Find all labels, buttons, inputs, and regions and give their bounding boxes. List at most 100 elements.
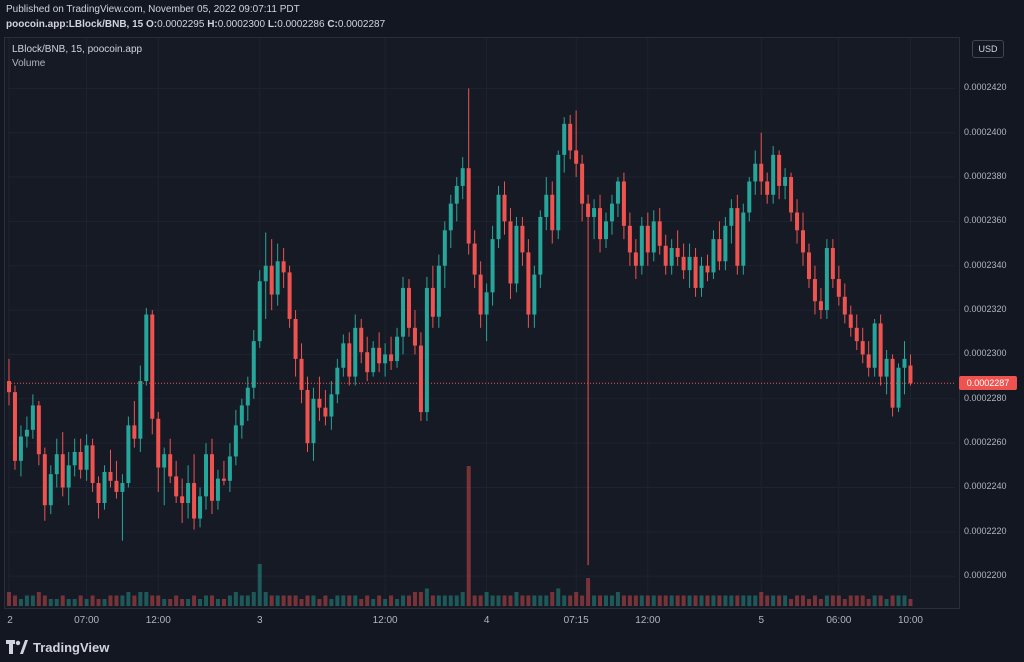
- volume-bar: [215, 599, 220, 606]
- candle-body: [395, 336, 400, 362]
- volume-bar: [544, 595, 549, 606]
- volume-bar: [48, 599, 53, 606]
- candle-body: [586, 203, 591, 217]
- candle-body: [7, 381, 11, 393]
- volume-bar: [771, 595, 776, 606]
- candle-body: [872, 323, 877, 368]
- candle-body: [233, 425, 238, 457]
- volume-bar: [872, 595, 877, 606]
- volume-bar: [723, 595, 728, 606]
- volume-bar: [448, 595, 453, 606]
- tradingview-logo[interactable]: TradingView: [6, 638, 109, 656]
- price-tick-label: 0.0002280: [964, 392, 1007, 403]
- candle-body: [174, 476, 179, 497]
- volume-bar: [12, 595, 17, 606]
- volume-bar: [908, 599, 913, 606]
- candle-body: [209, 454, 214, 501]
- ohlc-open-label: O:: [146, 19, 158, 30]
- volume-bar: [615, 592, 620, 606]
- volume-bar: [269, 595, 274, 606]
- volume-bar: [221, 599, 226, 606]
- legend-symbol[interactable]: LBlock/BNB, 15, poocoin.app: [12, 44, 143, 55]
- volume-bar: [436, 595, 441, 606]
- candle-body: [138, 381, 143, 439]
- volume-bar: [186, 599, 191, 606]
- volume-bar: [209, 595, 214, 606]
- candle-body: [192, 483, 197, 519]
- candle-body: [442, 230, 447, 266]
- candle-body: [502, 194, 507, 222]
- volume-bar: [239, 595, 244, 606]
- volume-bar: [806, 599, 811, 606]
- candle-body: [424, 287, 429, 413]
- candle-body: [281, 261, 286, 273]
- price-tick-label: 0.0002400: [964, 126, 1007, 137]
- currency-button[interactable]: USD: [972, 40, 1004, 58]
- volume-bar: [287, 595, 292, 606]
- volume-bar: [759, 592, 764, 606]
- candle-body: [198, 496, 203, 519]
- volume-bar: [711, 595, 716, 606]
- candle-body: [812, 279, 817, 302]
- candle-body: [30, 405, 35, 430]
- candle-body: [615, 181, 620, 204]
- volume-bar: [84, 599, 89, 606]
- candle-body: [717, 239, 722, 262]
- volume-bar: [669, 595, 674, 606]
- volume-bar: [454, 595, 459, 606]
- volume-bar: [795, 595, 800, 606]
- volume-bar: [72, 599, 77, 606]
- candle-body: [108, 471, 113, 481]
- candle-body: [251, 341, 256, 388]
- volume-bar: [275, 595, 280, 606]
- ohlc-low-label: L:: [267, 19, 278, 30]
- volume-bar: [54, 599, 59, 606]
- volume-bar: [227, 595, 232, 606]
- candle-body: [639, 225, 644, 266]
- volume-bar: [818, 599, 823, 606]
- volume-bar: [126, 592, 131, 606]
- volume-bar: [562, 595, 567, 606]
- volume-bar: [550, 592, 555, 606]
- candle-body: [466, 168, 471, 244]
- ohlc-high-label: H:: [207, 19, 218, 30]
- candle-body: [824, 248, 829, 311]
- candle-body: [221, 478, 226, 481]
- candle-body: [705, 265, 710, 273]
- volume-bar: [90, 595, 95, 606]
- volume-bar: [639, 595, 644, 606]
- volume-bar: [418, 592, 423, 606]
- price-tick-label: 0.0002340: [964, 259, 1007, 270]
- candle-body: [293, 318, 298, 359]
- volume-bar: [311, 595, 316, 606]
- ohlc-close: 0.0002287: [337, 19, 386, 30]
- candle-body: [180, 496, 185, 503]
- volume-bar: [580, 595, 585, 606]
- volume-bar: [812, 595, 817, 606]
- volume-bar: [24, 595, 29, 606]
- volume-bar: [693, 595, 698, 606]
- candle-body: [765, 181, 770, 195]
- volume-bar: [120, 595, 125, 606]
- time-tick-label: 2: [7, 615, 13, 626]
- candle-body: [323, 407, 328, 417]
- volume-bar: [18, 599, 23, 606]
- candle-body: [156, 418, 161, 468]
- candle-body: [478, 274, 483, 315]
- candle-body: [472, 243, 477, 275]
- volume-bar: [890, 595, 895, 606]
- volume-bar: [520, 595, 525, 606]
- volume-bar: [78, 595, 83, 606]
- candle-body: [878, 323, 883, 377]
- legend-volume[interactable]: Volume: [12, 58, 46, 69]
- published-info: Published on TradingView.com, November 0…: [6, 4, 300, 15]
- volume-bar: [866, 599, 871, 606]
- volume-bar: [878, 595, 883, 606]
- volume-bar: [395, 599, 400, 606]
- time-tick-label: 5: [758, 615, 764, 626]
- candle-body: [162, 454, 167, 468]
- volume-bar: [717, 595, 722, 606]
- candle-body: [866, 354, 871, 368]
- volume-bar: [174, 595, 179, 606]
